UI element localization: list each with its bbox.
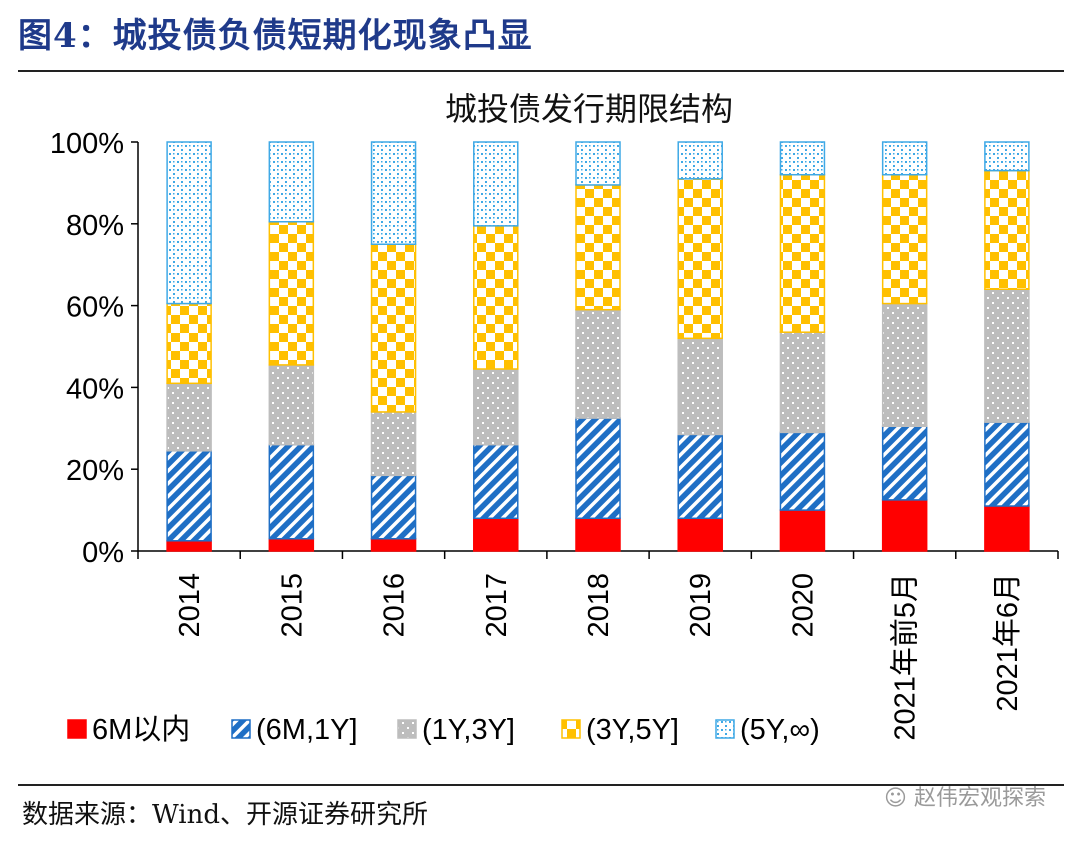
bar-segment xyxy=(473,517,519,552)
x-axis: 2014 2015 2016 2017 2018 2019 2020 2021年前5月 2021… xyxy=(137,550,1059,741)
legend-label: (3Y,5Y] xyxy=(586,714,679,746)
stacked-bar-chart: 城投债发行期限结构 0%20%40%60%80%100% 2014 2015 201… xyxy=(50,90,1059,746)
bar-segment xyxy=(779,141,826,176)
watermark: ☺ 赵伟宏观探索 xyxy=(884,780,1046,812)
bar-segment xyxy=(881,499,928,552)
x-tick-label: 2021年前5月 xyxy=(889,573,922,741)
legend-swatch xyxy=(231,719,251,739)
bar-segment xyxy=(370,243,417,413)
wechat-icon: ☺ xyxy=(884,786,914,811)
y-tick-label: 80% xyxy=(66,210,124,242)
bar-segment xyxy=(166,540,212,552)
y-axis: 0% 20% 40% 60% 80% 100% xyxy=(50,128,139,569)
bar-segment xyxy=(881,141,928,176)
bar-segment xyxy=(575,184,621,311)
bar-segment xyxy=(984,288,1030,423)
bar-segment xyxy=(677,337,723,436)
bar-segment xyxy=(779,509,826,552)
bar-segment xyxy=(473,225,519,370)
x-tick-label: 2019 xyxy=(685,573,717,638)
bar-segment xyxy=(268,221,315,366)
bar-segment xyxy=(779,173,826,333)
bar-segment xyxy=(677,178,723,340)
bar-segment xyxy=(881,173,928,305)
bar-segment xyxy=(881,302,928,428)
bar-segment xyxy=(677,433,723,520)
bar-segment xyxy=(575,141,621,186)
source-note: 数据来源：Wind、开源证券研究所 xyxy=(22,800,428,830)
bar-segment xyxy=(166,382,212,452)
y-tick-label: 0% xyxy=(82,537,124,569)
legend: 6M以内 (6M,1Y] (1Y,3Y] (3Y,5Y] (5Y,∞) xyxy=(67,713,820,746)
x-tick-label: 2015 xyxy=(276,573,308,638)
y-tick-label: 60% xyxy=(66,292,124,324)
bar-segment xyxy=(881,425,928,501)
bar-segment xyxy=(268,364,315,446)
x-tick-label: 2021年6月 xyxy=(991,573,1024,712)
bar-segment xyxy=(779,431,826,511)
title-divider xyxy=(18,70,1064,72)
bar-segment xyxy=(370,141,417,245)
x-tick-label: 2017 xyxy=(481,573,513,638)
legend-label: (5Y,∞) xyxy=(740,714,820,746)
x-tick-label: 2020 xyxy=(787,573,819,638)
bar-segment xyxy=(984,169,1030,290)
bar-segment xyxy=(166,450,212,542)
bar-segment xyxy=(575,517,621,552)
legend-label: (1Y,3Y] xyxy=(422,714,515,746)
x-tick-label: 2016 xyxy=(379,573,411,638)
chart-title: 城投债发行期限结构 xyxy=(445,90,733,128)
bars xyxy=(166,141,1030,552)
y-tick-label: 100% xyxy=(50,128,124,160)
x-tick-label: 2018 xyxy=(583,573,615,638)
bar-segment xyxy=(473,141,519,227)
bar-segment xyxy=(370,537,417,552)
bar-segment xyxy=(984,505,1030,552)
bar-segment xyxy=(268,141,315,223)
bar-segment xyxy=(575,417,621,520)
y-tick-label: 20% xyxy=(66,455,124,487)
bar-segment xyxy=(268,443,315,540)
bar-segment xyxy=(166,302,212,385)
watermark-text: 赵伟宏观探索 xyxy=(913,786,1046,811)
legend-swatch xyxy=(561,719,581,739)
figure-title: 图4：城投债负债短期化现象凸显 xyxy=(18,16,533,56)
legend-swatch xyxy=(397,719,417,739)
bar-segment xyxy=(677,517,723,552)
bar-segment xyxy=(984,421,1030,507)
bar-segment xyxy=(779,331,826,434)
legend-swatch xyxy=(67,719,87,739)
legend-label: 6M以内 xyxy=(92,713,190,746)
source-divider xyxy=(18,784,1064,786)
bar-segment xyxy=(166,141,212,305)
bar-segment xyxy=(370,474,417,540)
bar-segment xyxy=(268,537,315,552)
legend-swatch xyxy=(715,719,735,739)
bar-segment xyxy=(473,368,519,446)
legend-label: (6M,1Y] xyxy=(256,714,358,746)
bar-segment xyxy=(575,308,621,419)
bar-segment xyxy=(677,141,723,180)
bar-segment xyxy=(984,141,1030,172)
bar-segment xyxy=(370,411,417,477)
x-tick-label: 2014 xyxy=(174,573,206,638)
bar-segment xyxy=(473,443,519,520)
y-tick-label: 40% xyxy=(66,373,124,405)
